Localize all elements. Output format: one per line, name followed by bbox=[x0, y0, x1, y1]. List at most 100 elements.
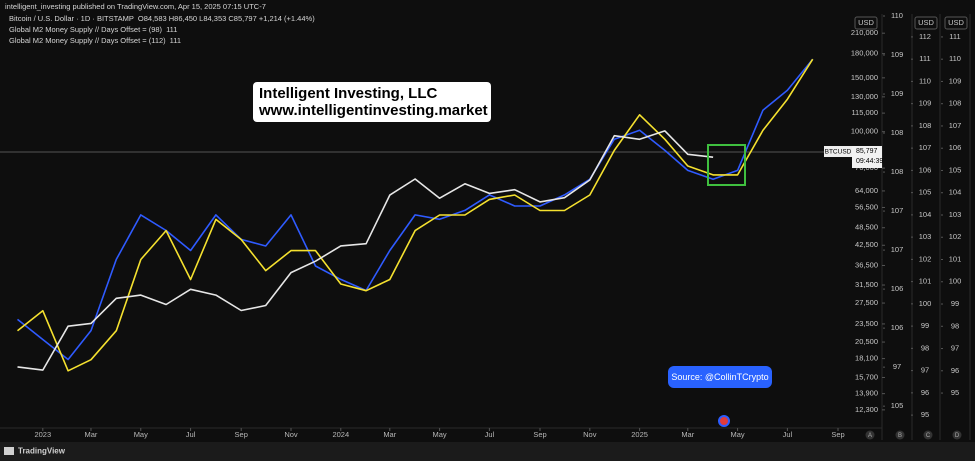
legend-ohlc: O84,583 H86,450 L84,353 C85,797 +1,214 (… bbox=[138, 14, 315, 23]
y-tick-label: 130,000 bbox=[851, 92, 878, 101]
x-tick-label: Mar bbox=[85, 430, 98, 439]
y-tick-label: 108 bbox=[891, 167, 904, 176]
currency-label: USD bbox=[948, 18, 964, 27]
y-tick-label: 110 bbox=[891, 11, 903, 20]
highlight-box bbox=[707, 144, 746, 186]
price-label-box bbox=[824, 146, 852, 158]
y-tick-label: 115,000 bbox=[851, 108, 878, 117]
legend-entry: Bitcoin / U.S. Dollar · 1D · BITSTAMP bbox=[9, 14, 134, 23]
y-tick-label: 112 bbox=[919, 32, 931, 41]
y-tick-label: 105 bbox=[919, 188, 932, 197]
legend-value: 111 bbox=[170, 36, 181, 45]
series-line bbox=[17, 58, 814, 372]
x-tick-label: 2025 bbox=[631, 430, 648, 439]
legend-value: 111 bbox=[166, 25, 177, 34]
axis-button bbox=[923, 430, 933, 440]
y-tick-label: 23,500 bbox=[855, 319, 878, 328]
y-tick-label: 64,000 bbox=[855, 186, 878, 195]
annotation: www.intelligentinvesting.market bbox=[258, 102, 488, 119]
y-tick-label: 109 bbox=[949, 76, 962, 85]
currency-box bbox=[944, 16, 968, 30]
y-tick-label: 110 bbox=[949, 54, 961, 63]
annotation: Intelligent Investing, LLC bbox=[259, 85, 438, 102]
source-badge bbox=[668, 366, 772, 388]
x-tick-label: May bbox=[134, 430, 148, 439]
x-tick-label: May bbox=[433, 430, 447, 439]
y-tick-label: 106 bbox=[919, 165, 932, 174]
y-tick-label: 107 bbox=[949, 121, 962, 130]
axis-button-label: C bbox=[926, 433, 931, 439]
y-tick-label: 105 bbox=[949, 165, 962, 174]
y-tick-label: 110 bbox=[919, 76, 931, 85]
y-tick-label: 103 bbox=[949, 210, 962, 219]
y-tick-label: 180,000 bbox=[851, 49, 878, 58]
y-tick-label: 95 bbox=[921, 410, 929, 419]
brand: TradingView bbox=[18, 447, 66, 456]
y-tick-label: 102 bbox=[919, 254, 932, 263]
price-countdown: 09:44:39 bbox=[856, 158, 883, 165]
y-tick-label: 101 bbox=[949, 254, 962, 263]
header: intelligent_investing published on Tradi… bbox=[5, 2, 266, 11]
y-tick-label: 108 bbox=[891, 128, 904, 137]
y-tick-label: 109 bbox=[919, 99, 932, 108]
y-tick-label: 107 bbox=[891, 206, 904, 215]
x-tick-label: 2023 bbox=[34, 430, 51, 439]
series-line bbox=[17, 58, 814, 361]
axis-button-label: D bbox=[955, 433, 960, 439]
y-tick-label: 42,500 bbox=[855, 240, 878, 249]
y-tick-label: 100 bbox=[949, 277, 962, 286]
y-tick-label: 12,300 bbox=[855, 405, 878, 414]
y-tick-label: 106 bbox=[891, 284, 904, 293]
y-tick-label: 106 bbox=[891, 323, 904, 332]
x-tick-label: Mar bbox=[383, 430, 396, 439]
plot-area bbox=[0, 58, 842, 372]
y-tick-label: 48,500 bbox=[855, 223, 878, 232]
y-tick-label: 96 bbox=[951, 366, 959, 375]
currency-label: USD bbox=[918, 18, 934, 27]
y-tick-label: 99 bbox=[951, 299, 959, 308]
axis-button bbox=[865, 430, 875, 440]
y-tick-label: 98 bbox=[921, 343, 929, 352]
axis-button bbox=[895, 430, 905, 440]
annotation-box bbox=[253, 82, 491, 122]
currency-box bbox=[914, 16, 938, 30]
x-tick-label: Jul bbox=[485, 430, 495, 439]
y-tick-label: 13,900 bbox=[855, 389, 878, 398]
brand-logo bbox=[4, 447, 14, 455]
y-tick-label: 109 bbox=[891, 89, 904, 98]
y-tick-label: 210,000 bbox=[851, 28, 878, 37]
y-tick-label: 108 bbox=[949, 99, 962, 108]
y-tick-label: 96 bbox=[921, 388, 929, 397]
y-tick-label: 100 bbox=[919, 299, 932, 308]
legend-entry: Global M2 Money Supply // Days Offset = … bbox=[9, 36, 166, 45]
y-tick-label: 150,000 bbox=[851, 73, 878, 82]
y-tick-label: 104 bbox=[949, 188, 962, 197]
event-icon bbox=[718, 415, 730, 427]
x-tick-label: Jul bbox=[186, 430, 196, 439]
y-tick-label: 111 bbox=[919, 54, 930, 63]
y-tick-label: 20,500 bbox=[855, 337, 878, 346]
y-tick-label: 108 bbox=[919, 121, 932, 130]
y-tick-label: 15,700 bbox=[855, 372, 878, 381]
currency-box bbox=[854, 16, 878, 30]
x-tick-label: May bbox=[731, 430, 745, 439]
footer-bar bbox=[0, 442, 975, 461]
y-tick-label: 97 bbox=[951, 344, 959, 353]
y-tick-label: 107 bbox=[891, 245, 904, 254]
axis-button bbox=[952, 430, 962, 440]
y-tick-label: 97 bbox=[921, 366, 929, 375]
y-tick-label: 111 bbox=[949, 32, 960, 41]
y-tick-label: 36,500 bbox=[855, 260, 878, 269]
y-tick-label: 105 bbox=[891, 401, 904, 410]
y-tick-label: 103 bbox=[919, 232, 932, 241]
y-tick-label: 101 bbox=[919, 277, 932, 286]
x-tick-label: Mar bbox=[681, 430, 694, 439]
y-tick-label: 100,000 bbox=[851, 127, 878, 136]
y-tick-label: 107 bbox=[919, 143, 932, 152]
x-tick-label: Nov bbox=[284, 430, 298, 439]
legend-entry: Global M2 Money Supply // Days Offset = … bbox=[9, 25, 163, 34]
y-tick-label: 104 bbox=[919, 210, 932, 219]
